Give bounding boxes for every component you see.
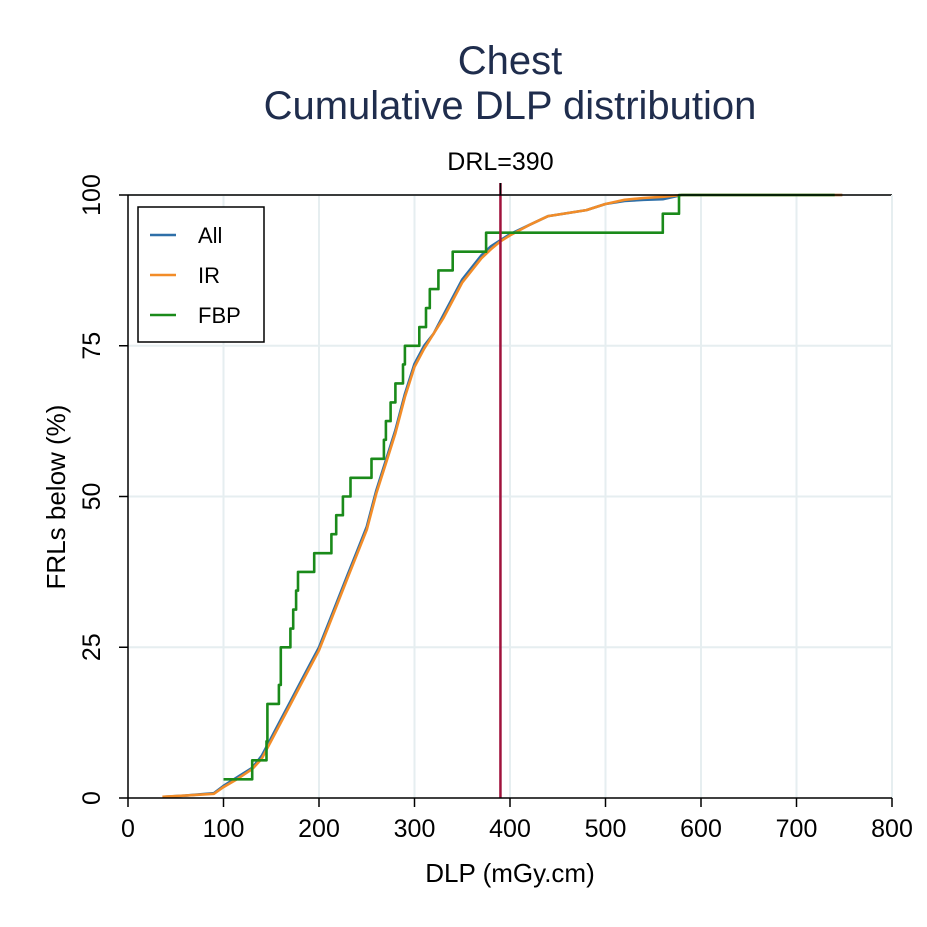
axes: 0 100 200 300 400 500 600 700 800 0 25 50 75 100	[78, 174, 913, 843]
y-tick-label-0: 0	[78, 791, 106, 805]
x-tick-label-4: 400	[489, 815, 531, 843]
series-line-fbp	[223, 193, 835, 781]
chart-title-line-2: Cumulative DLP distribution	[264, 84, 757, 128]
x-tick-label-5: 500	[585, 815, 627, 843]
legend: All IR FBP	[137, 206, 265, 343]
y-tick-label-1: 25	[78, 633, 106, 661]
y-tick-label-4: 100	[78, 174, 106, 216]
x-tick-label-1: 100	[203, 815, 245, 843]
x-tick-label-2: 200	[298, 815, 340, 843]
legend-label-ir: IR	[198, 263, 220, 288]
x-tick-label-8: 800	[871, 815, 913, 843]
x-axis-label: DLP (mGy.cm)	[425, 858, 594, 888]
drl-label: DRL=390	[447, 148, 553, 176]
series-layer	[162, 193, 843, 799]
x-tick-label-0: 0	[121, 815, 135, 843]
legend-label-fbp: FBP	[198, 303, 241, 328]
x-tick-label-3: 300	[394, 815, 436, 843]
x-tick-label-7: 700	[776, 815, 818, 843]
legend-label-all: All	[198, 223, 222, 248]
series-line-ir	[162, 193, 843, 799]
chart-title-line-1: Chest	[458, 39, 563, 83]
reference-layer: DRL=390	[447, 148, 554, 798]
x-tick-label-6: 600	[680, 815, 722, 843]
y-tick-label-2: 50	[78, 483, 106, 511]
y-tick-label-3: 75	[78, 332, 106, 360]
y-axis-label: FRLs below (%)	[41, 405, 71, 590]
